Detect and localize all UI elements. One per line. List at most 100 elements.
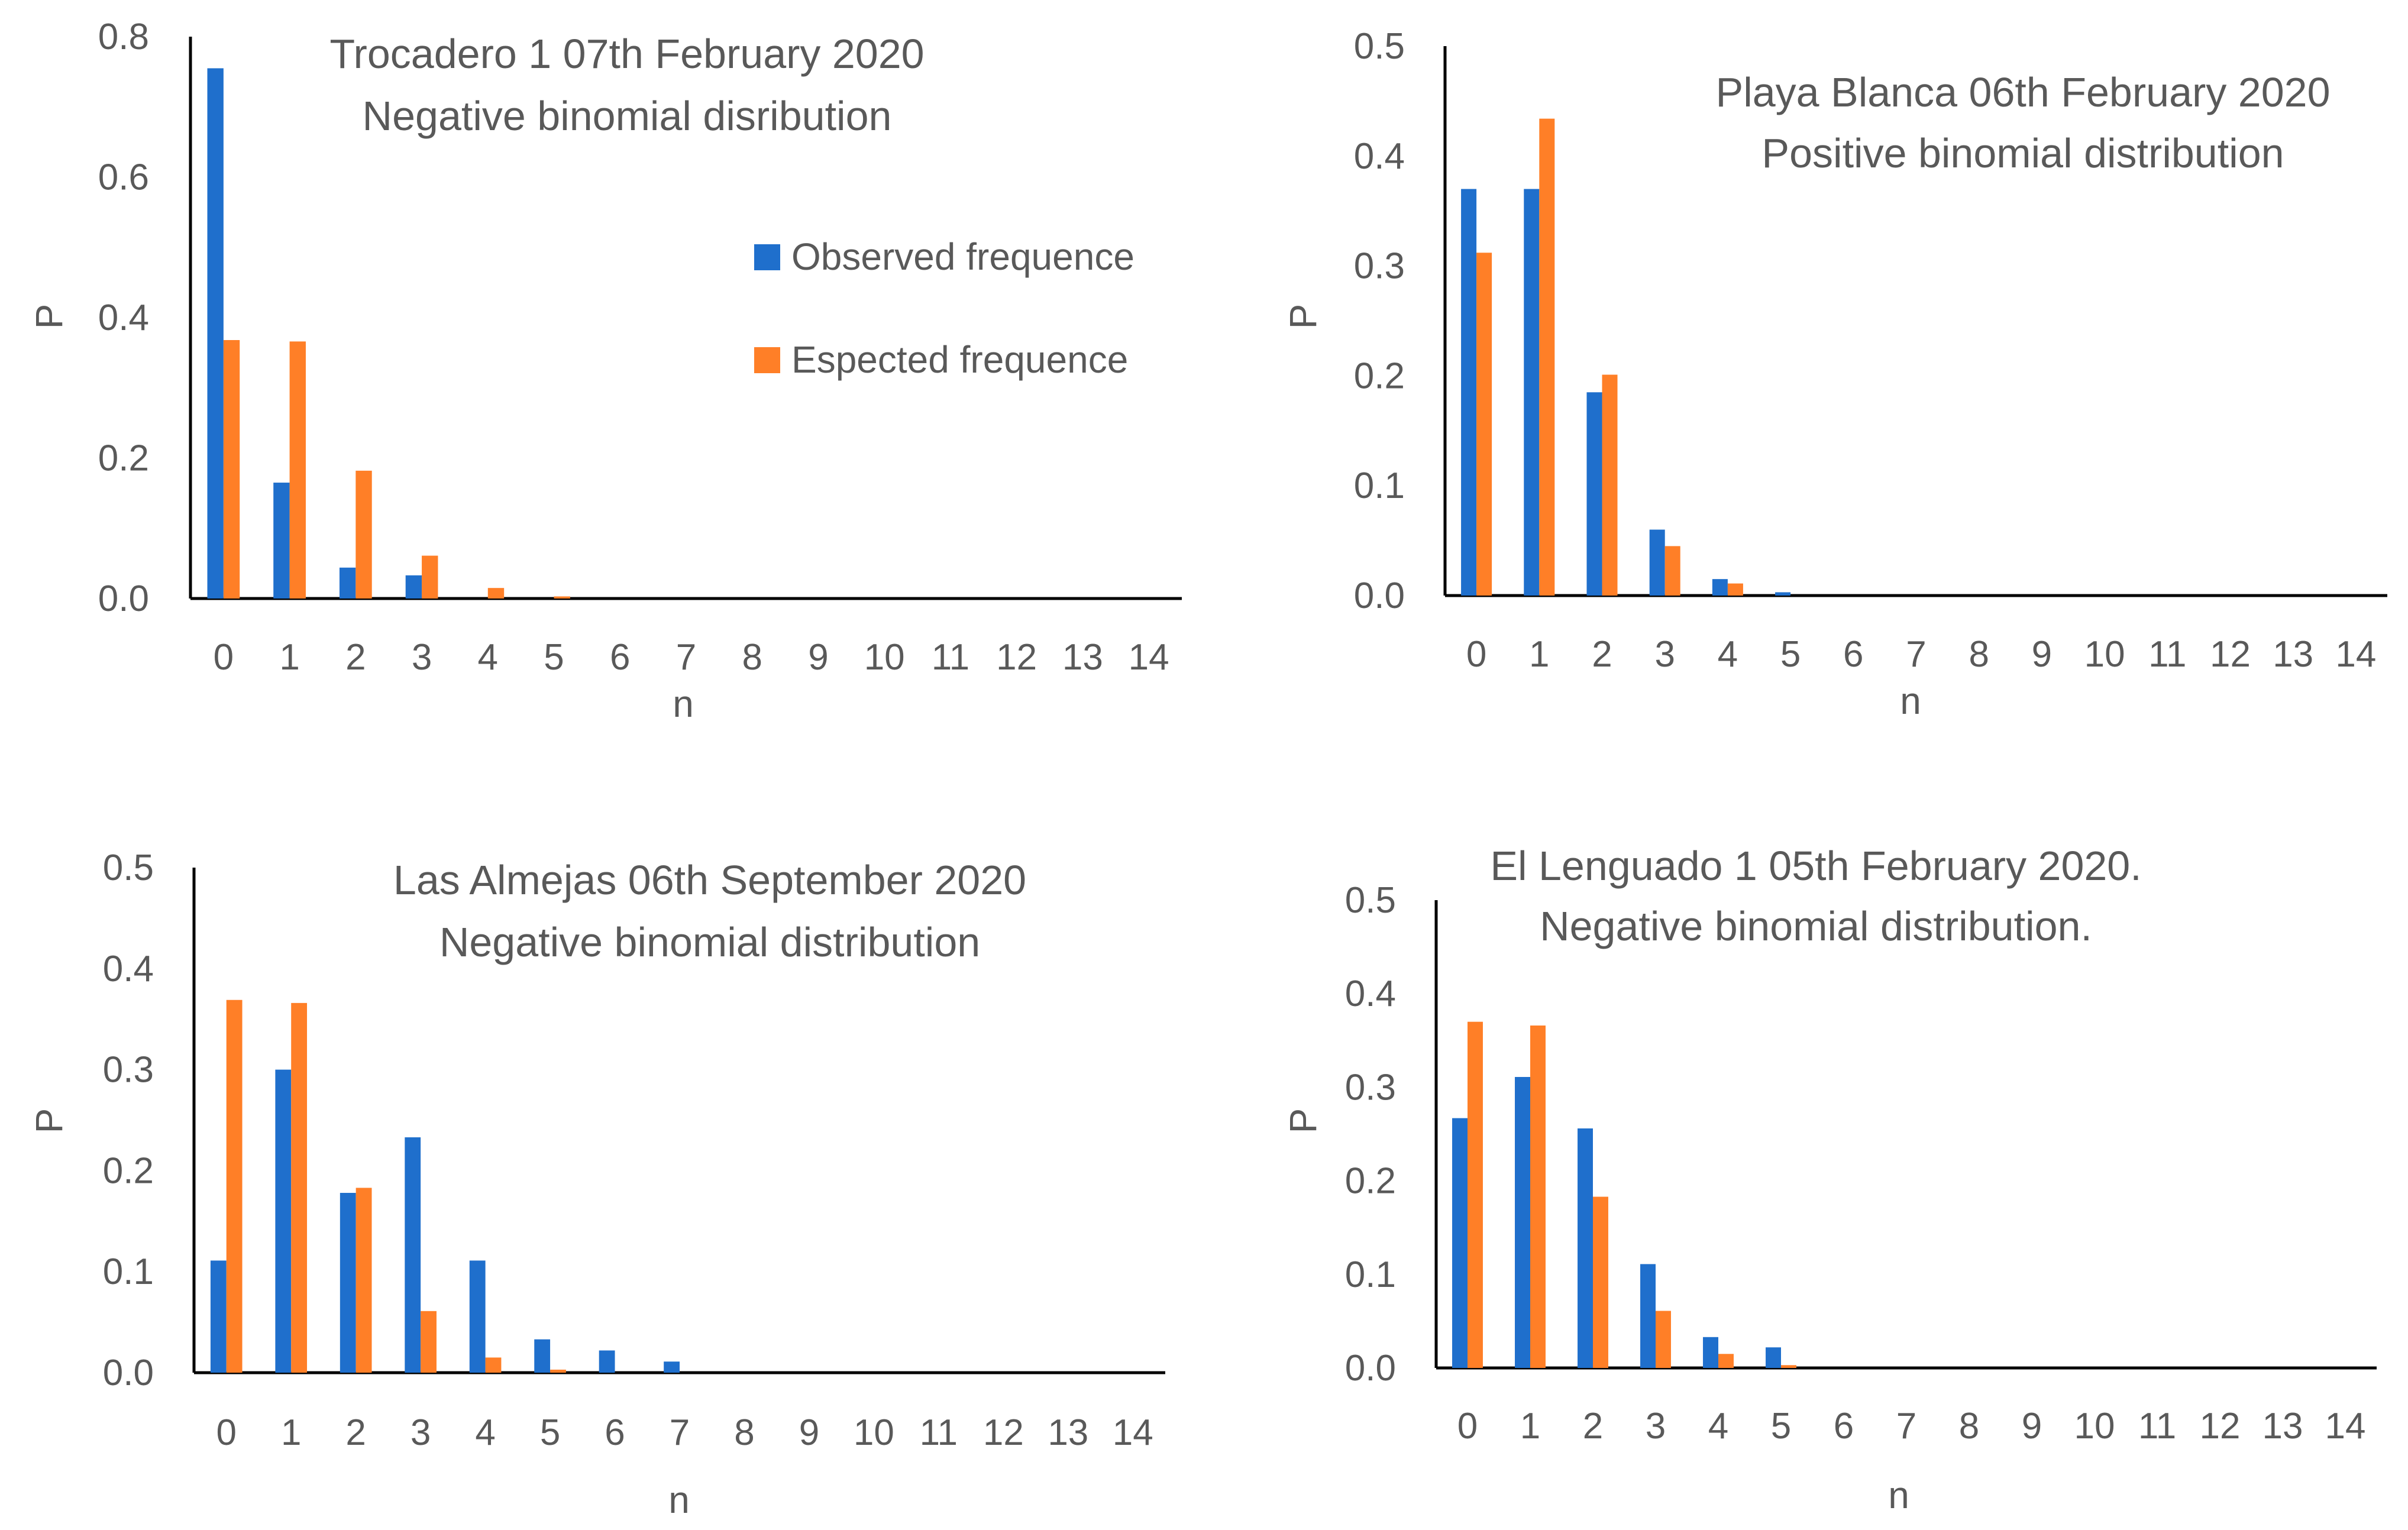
bar-expected-n3 xyxy=(1656,1311,1671,1368)
x-tick-label: 0 xyxy=(1457,1406,1478,1447)
y-tick-label: 0.5 xyxy=(1345,880,1396,921)
bar-observed-n2 xyxy=(1586,392,1602,596)
y-tick-labels: 0.0 0.1 0.2 0.3 0.4 0.5 xyxy=(1345,880,1396,1389)
bar-observed-n7 xyxy=(664,1361,680,1373)
x-tick-label: 4 xyxy=(1718,634,1738,675)
bars xyxy=(1452,1021,1796,1368)
x-tick-label: 11 xyxy=(920,1412,958,1453)
bar-observed-n5 xyxy=(534,1339,551,1373)
bar-observed-n0 xyxy=(1452,1118,1468,1368)
bar-expected-n4 xyxy=(1718,1354,1734,1368)
bar-expected-n2 xyxy=(355,1188,372,1373)
x-tick-label: 4 xyxy=(478,637,498,678)
x-tick-label: 2 xyxy=(345,637,366,678)
x-tick-label: 10 xyxy=(864,637,905,678)
x-tick-label: 2 xyxy=(345,1412,366,1453)
y-axis-label: P xyxy=(28,1108,70,1134)
x-tick-label: 10 xyxy=(2084,634,2125,675)
bar-expected-n4 xyxy=(1727,583,1743,596)
x-tick-labels: 0 1 2 3 4 5 6 7 8 9 10 11 12 13 14 xyxy=(1466,634,2377,675)
bar-observed-n4 xyxy=(469,1260,486,1373)
x-tick-label: 6 xyxy=(610,637,630,678)
legend-swatch-observed xyxy=(754,244,780,270)
x-tick-label: 2 xyxy=(1592,634,1612,675)
bar-expected-n1 xyxy=(291,1002,308,1373)
y-tick-label: 0.2 xyxy=(1345,1161,1396,1202)
bar-observed-n3 xyxy=(1640,1264,1656,1368)
bar-expected-n0 xyxy=(1476,253,1492,596)
y-tick-label: 0.8 xyxy=(98,17,149,57)
chart-panel-trocadero: 0.00.20.40.60.8 0 1 2 3 4 5 6 7 8 9 10 11 12 13 14 Tro… xyxy=(28,17,1182,725)
legend-label-expected: Espected frequence xyxy=(791,338,1128,381)
y-tick-label: 0.0 xyxy=(103,1353,154,1393)
x-tick-label: 0 xyxy=(216,1412,236,1453)
y-tick-label: 0.2 xyxy=(103,1150,154,1191)
bar-expected-n5 xyxy=(1781,1365,1796,1368)
y-tick-label: 0.3 xyxy=(103,1050,154,1091)
y-tick-label: 0.3 xyxy=(1345,1067,1396,1108)
x-tick-labels: 0 1 2 3 4 5 6 7 8 9 10 11 12 13 14 xyxy=(214,637,1169,678)
x-axis-label: n xyxy=(668,1479,690,1521)
y-tick-label: 0.5 xyxy=(1354,26,1405,67)
x-tick-label: 9 xyxy=(799,1412,819,1453)
chart-title-line-2: Positive binomial distribution xyxy=(1761,130,2284,176)
bar-expected-n0 xyxy=(226,999,243,1373)
bar-expected-n1 xyxy=(1530,1025,1546,1368)
x-tick-label: 9 xyxy=(808,637,828,678)
bar-observed-n4 xyxy=(1712,579,1728,596)
y-tick-label: 0.1 xyxy=(103,1251,154,1292)
x-tick-label: 11 xyxy=(2148,634,2186,675)
y-tick-label: 0.6 xyxy=(98,157,149,198)
y-tick-label: 0.4 xyxy=(103,949,154,989)
bar-expected-n4 xyxy=(487,588,505,599)
x-tick-label: 13 xyxy=(1062,637,1103,678)
y-tick-label: 0.2 xyxy=(1354,355,1405,396)
x-tick-label: 7 xyxy=(1896,1406,1916,1447)
x-tick-label: 9 xyxy=(2022,1406,2042,1447)
x-tick-label: 13 xyxy=(1048,1412,1088,1453)
x-tick-label: 13 xyxy=(2273,634,2313,675)
x-tick-label: 12 xyxy=(983,1412,1024,1453)
chart-title-line-1: Las Almejas 06th September 2020 xyxy=(393,857,1026,903)
x-tick-label: 5 xyxy=(1780,634,1801,675)
y-tick-labels: 0.0 0.2 0.4 0.6 0.8 xyxy=(98,17,149,619)
bar-observed-n1 xyxy=(1524,189,1540,596)
x-tick-label: 8 xyxy=(734,1412,754,1453)
bar-expected-n3 xyxy=(422,555,438,599)
x-tick-label: 8 xyxy=(1969,634,1989,675)
y-tick-label: 0.0 xyxy=(98,578,149,619)
y-tick-label: 0.4 xyxy=(1345,973,1396,1014)
bar-observed-n5 xyxy=(1766,1347,1781,1368)
x-tick-label: 6 xyxy=(1843,634,1863,675)
x-tick-label: 2 xyxy=(1583,1406,1603,1447)
legend-label-observed: Observed frequence xyxy=(791,235,1134,278)
bar-expected-n3 xyxy=(421,1311,437,1373)
x-tick-label: 5 xyxy=(540,1412,560,1453)
x-tick-label: 13 xyxy=(2262,1406,2303,1447)
bar-expected-n0 xyxy=(223,340,240,599)
bar-observed-n0 xyxy=(1461,189,1477,596)
y-tick-label: 0.1 xyxy=(1345,1254,1396,1295)
bar-observed-n1 xyxy=(1515,1076,1530,1368)
bar-observed-n5 xyxy=(1775,592,1791,596)
bar-expected-n2 xyxy=(355,470,372,599)
x-tick-label: 10 xyxy=(854,1412,894,1453)
x-tick-label: 12 xyxy=(2200,1406,2241,1447)
x-tick-label: 8 xyxy=(1959,1406,1979,1447)
chart-panel-el-lenguado: 0.00.10.20.30.40.5 0 1 2 3 4 5 6 7 8 9 10 11 12 13 14 … xyxy=(1282,843,2377,1516)
bar-expected-n4 xyxy=(485,1357,502,1373)
y-tick-label: 0.1 xyxy=(1354,465,1405,506)
x-tick-label: 7 xyxy=(1906,634,1926,675)
x-tick-label: 3 xyxy=(411,1412,431,1453)
y-tick-label: 0.3 xyxy=(1354,246,1405,287)
x-tick-label: 9 xyxy=(2032,634,2052,675)
x-tick-label: 11 xyxy=(932,637,969,678)
bar-observed-n3 xyxy=(405,1137,421,1373)
y-tick-labels: 0.0 0.1 0.2 0.3 0.4 0.5 xyxy=(1354,26,1405,616)
x-tick-label: 12 xyxy=(2210,634,2251,675)
x-tick-label: 6 xyxy=(1834,1406,1854,1447)
x-tick-label: 14 xyxy=(1129,637,1169,678)
y-tick-labels: 0.0 0.1 0.2 0.3 0.4 0.5 xyxy=(103,848,154,1393)
x-tick-label: 3 xyxy=(412,637,432,678)
